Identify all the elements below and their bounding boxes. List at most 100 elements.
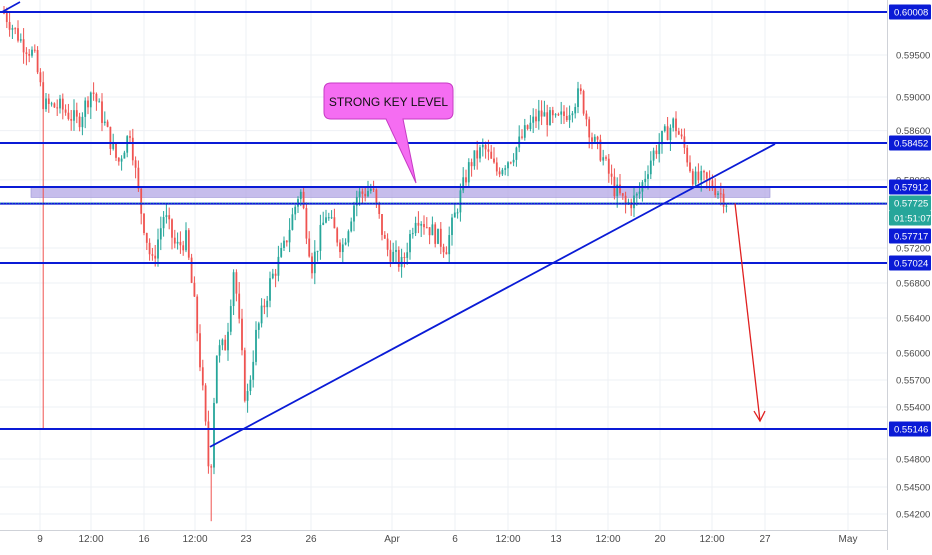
price-label-box[interactable] bbox=[889, 228, 931, 244]
candle-body bbox=[473, 150, 476, 167]
candle-body bbox=[255, 329, 257, 362]
candle-body bbox=[515, 147, 518, 160]
price-label-text[interactable]: 0.57717 bbox=[894, 232, 928, 243]
candle-body bbox=[616, 184, 619, 197]
price-label-box[interactable] bbox=[889, 255, 931, 271]
candle-body bbox=[577, 88, 579, 108]
candle-body bbox=[299, 191, 302, 200]
price-label-text[interactable]: 0.55146 bbox=[894, 425, 928, 436]
x-tick-label: 12:00 bbox=[595, 534, 620, 545]
price-label-text[interactable]: 01:51:07 bbox=[894, 214, 931, 225]
y-tick-label: 0.56000 bbox=[896, 349, 930, 360]
candle-body bbox=[322, 222, 325, 225]
candle-body bbox=[414, 222, 417, 234]
candle-body bbox=[493, 158, 495, 163]
y-tick-label: 0.57200 bbox=[896, 244, 930, 255]
candle-body bbox=[115, 143, 117, 158]
candle-body bbox=[487, 149, 490, 152]
x-tick-label: May bbox=[839, 534, 858, 545]
candle-body bbox=[448, 235, 451, 255]
price-label-box[interactable] bbox=[889, 195, 931, 211]
candle-body bbox=[697, 171, 700, 181]
candle-body bbox=[610, 173, 613, 177]
candle-body bbox=[504, 168, 507, 170]
candle-body bbox=[3, 12, 5, 14]
candle-body bbox=[227, 331, 229, 351]
candle-body bbox=[285, 240, 288, 243]
price-label-box[interactable] bbox=[889, 4, 931, 20]
candle-body bbox=[140, 188, 143, 214]
candle-body bbox=[112, 143, 115, 149]
price-label-text[interactable]: 0.58452 bbox=[894, 139, 928, 150]
candle-body bbox=[333, 217, 336, 229]
candle-body bbox=[210, 466, 213, 468]
candle-body bbox=[257, 323, 260, 330]
candle-body bbox=[120, 158, 123, 162]
candle-body bbox=[554, 114, 557, 116]
candle-body bbox=[185, 230, 187, 251]
candle-body bbox=[512, 159, 515, 163]
candle-body bbox=[574, 107, 577, 114]
candle-body bbox=[311, 256, 313, 274]
y-tick-label: 0.58600 bbox=[896, 126, 930, 137]
candle-body bbox=[694, 171, 697, 185]
candle-body bbox=[526, 125, 529, 129]
candle-body bbox=[103, 121, 106, 123]
x-tick-label: 16 bbox=[138, 534, 150, 545]
candle-body bbox=[143, 213, 145, 234]
x-tick-label: Apr bbox=[384, 534, 400, 545]
candle-body bbox=[677, 131, 680, 135]
candle-body bbox=[509, 162, 512, 164]
candle-body bbox=[25, 52, 28, 55]
candle-body bbox=[339, 242, 341, 253]
price-labels[interactable]: 0.60008 0.58452 0.57912 0.57725 01:51:07 0.57… bbox=[889, 4, 931, 437]
candle-body bbox=[316, 250, 319, 252]
candle-body bbox=[647, 174, 649, 179]
candle-body bbox=[680, 134, 683, 137]
rising-trendline bbox=[209, 143, 776, 448]
candle-body bbox=[243, 350, 246, 401]
price-label-box[interactable] bbox=[889, 179, 931, 195]
candle-body bbox=[619, 184, 621, 194]
candle-body bbox=[47, 98, 50, 104]
candle-body bbox=[263, 305, 266, 308]
candle-body bbox=[663, 126, 666, 131]
candle-body bbox=[490, 151, 493, 159]
price-label-box[interactable] bbox=[889, 421, 931, 437]
candle-body bbox=[627, 202, 630, 204]
candle-body bbox=[171, 219, 173, 238]
price-label-box[interactable] bbox=[889, 210, 931, 226]
candle-body bbox=[39, 72, 42, 83]
candle-body bbox=[462, 177, 465, 191]
y-tick-label: 0.59000 bbox=[896, 93, 930, 104]
price-label-text[interactable]: 0.57725 bbox=[894, 199, 928, 210]
candle-body bbox=[705, 172, 708, 179]
candle-body bbox=[568, 115, 571, 121]
candle-body bbox=[437, 228, 439, 244]
candle-body bbox=[28, 54, 31, 56]
y-tick-label: 0.54200 bbox=[896, 510, 930, 521]
price-label-text[interactable]: 0.57024 bbox=[894, 259, 928, 270]
candle-body bbox=[369, 188, 372, 191]
candle-body bbox=[579, 88, 582, 92]
price-label-text[interactable]: 0.57912 bbox=[894, 183, 928, 194]
candle-body bbox=[42, 82, 45, 110]
x-tick-label: 12:00 bbox=[699, 534, 724, 545]
candle-body bbox=[75, 110, 78, 117]
candle-body bbox=[260, 305, 263, 324]
price-label-box[interactable] bbox=[889, 135, 931, 151]
candle-body bbox=[92, 92, 95, 94]
candle-body bbox=[288, 229, 291, 243]
candle-body bbox=[330, 217, 333, 219]
price-label-text[interactable]: 0.60008 bbox=[894, 8, 928, 19]
candle-body bbox=[691, 171, 694, 185]
candle-body bbox=[537, 110, 540, 122]
candle-body bbox=[14, 28, 17, 30]
candle-body bbox=[64, 109, 67, 113]
candle-body bbox=[389, 249, 392, 262]
x-tick-label: 23 bbox=[240, 534, 252, 545]
candle-body bbox=[73, 110, 75, 121]
candle-body bbox=[8, 22, 11, 30]
